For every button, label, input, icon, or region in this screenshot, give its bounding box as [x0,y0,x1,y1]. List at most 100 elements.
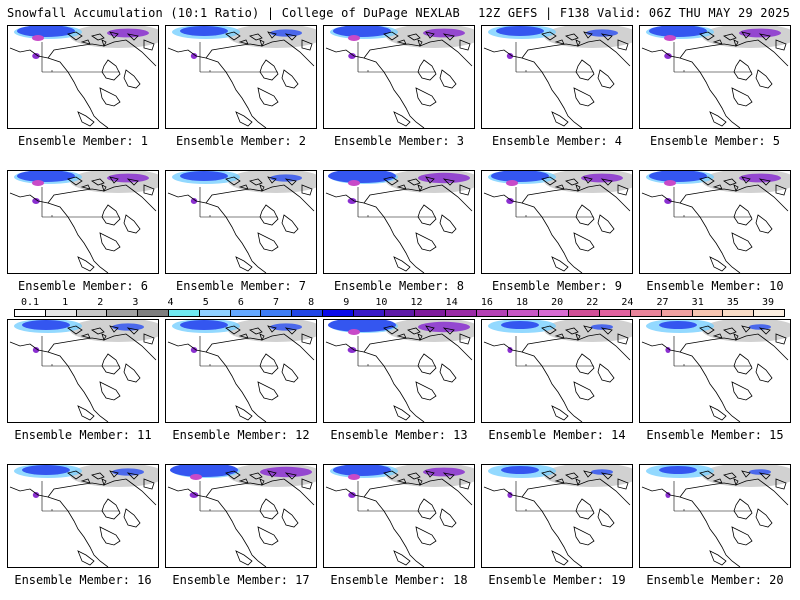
legend-swatch [168,310,200,316]
coastline [459,39,471,51]
coastal-snow-area [665,347,671,353]
coastline [617,478,629,490]
legend-swatch [661,310,693,316]
ensemble-member-map-18 [323,464,475,568]
coastline [126,472,139,480]
coastal-snow-area [507,347,513,353]
ensemble-member-map-12 [165,319,317,423]
ensemble-member-label: Ensemble Member: 10 [646,279,784,293]
model-run-info: 12Z GEFS | F138 Valid: 06Z THU MAY 29 20… [478,6,790,20]
coastline [741,325,751,333]
coastline [80,478,91,484]
legend-swatch [199,310,231,316]
coastline [733,204,753,226]
heavy-snow-area-east [270,174,302,182]
coastline [393,550,411,566]
coastline [267,470,277,478]
coastline [259,498,279,520]
very-heavy-snow-area [348,329,360,335]
coastline [565,178,579,186]
legend-tick-label: 27 [656,297,669,308]
coastline [126,178,139,186]
legend-tick-label: 0.1 [20,297,40,308]
coastline [775,39,787,51]
legend-tick-label: 4 [167,297,174,308]
very-heavy-snow-area [664,35,676,41]
coastline [425,176,435,184]
coastline [257,87,279,107]
coastline [205,184,315,212]
coastline [143,39,155,51]
coastline [597,363,615,383]
coastline [363,333,473,361]
ensemble-member-label: Ensemble Member: 1 [17,134,149,148]
legend-swatch [107,310,139,316]
heavy-snow-area [180,171,228,181]
legend-swatch [353,310,385,316]
coastline [600,327,613,335]
legend-tick-label: 6 [237,297,244,308]
coastline [521,184,631,212]
coastline [126,33,139,41]
coastline [259,353,279,375]
ensemble-member-map-13 [323,319,475,423]
coastline [80,333,91,339]
legend-tick-label: 20 [551,297,564,308]
coastline [205,333,315,361]
coastline [439,363,457,383]
legend-tick-label: 39 [761,297,775,308]
coastline [755,508,773,528]
north-america-map [9,465,158,567]
coastline [101,498,121,520]
coastline [679,478,789,506]
north-america-map [9,320,158,422]
coastline [575,333,581,342]
legend-swatch [384,310,416,316]
coastline [238,333,249,339]
coastline [731,381,753,401]
coastline [483,47,583,128]
coastline [709,256,727,272]
coastline [407,178,421,186]
heavy-snow-area-east [107,28,149,38]
coastline [396,184,407,190]
coastline [91,472,105,480]
coastline [123,214,141,234]
north-america-map [641,320,790,422]
legend-swatch [507,310,539,316]
coastline [641,341,741,422]
north-america-map [483,171,632,273]
legend-swatch [538,310,570,316]
coastline [235,550,253,566]
ensemble-member-label: Ensemble Member: 18 [330,573,468,587]
coastline [597,69,615,89]
heavy-snow-area-east [260,466,312,478]
coastline [47,333,157,361]
coastline [109,176,119,184]
coastline [755,363,773,383]
coastline [101,184,107,193]
coastline [483,192,583,273]
ensemble-member-map-15 [639,319,791,423]
coastline [47,478,157,506]
coastline [733,333,739,342]
coastline [238,184,249,190]
coastline [565,327,579,335]
coastline [109,31,119,39]
ensemble-member-map-1 [7,25,159,129]
coastline [77,256,95,272]
heavy-snow-area [659,466,697,474]
north-america-map [641,26,790,128]
coastline [417,39,423,48]
ensemble-member-label: Ensemble Member: 14 [488,428,626,442]
coastline [363,184,473,212]
heavy-snow-area [333,465,391,476]
coastline [575,59,595,81]
coastline [225,176,241,186]
coastline [101,39,107,48]
coastline [167,47,267,128]
coastline [733,59,753,81]
legend-swatch [600,310,631,316]
legend-tick-label: 22 [586,297,599,308]
coastline [551,256,569,272]
